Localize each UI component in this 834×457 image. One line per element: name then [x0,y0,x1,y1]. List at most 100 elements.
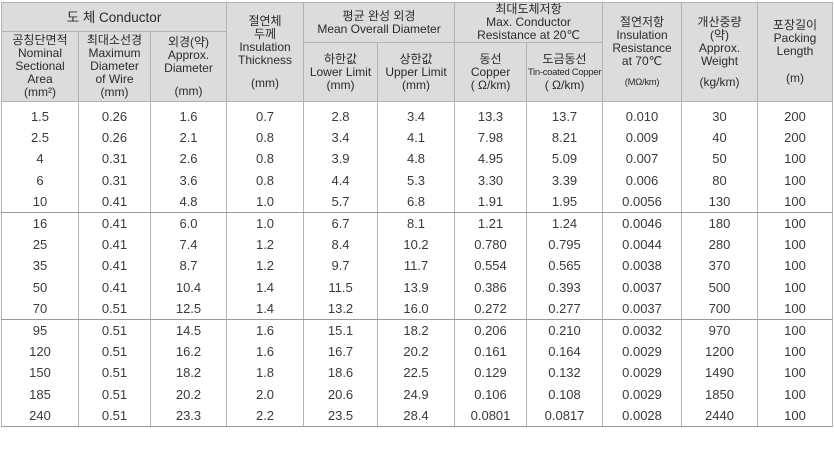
cell-packing-length: 100 [757,212,834,235]
table-row: 35 0.41 8.7 1.2 9.7 11.7 0.554 0.565 0.0038 370 10… [1,255,834,277]
cell-upper-limit: 5.3 [377,169,456,191]
cell-approx-dia: 4.8 [149,190,228,214]
cell-tin-copper-resistance: 0.277 [526,297,604,321]
table-row: 4 0.31 2.6 0.8 3.9 4.8 4.95 5.09 0.007 50 100 [1,148,834,170]
cell-tin-copper-resistance: 0.164 [526,341,604,363]
cell-approx-dia: 6.0 [149,212,228,235]
packing-length-header: 포장길이 Packing Length (m) [757,2,834,102]
cell-tin-copper-resistance: 8.21 [526,127,604,149]
packing-en-2: Length [776,44,814,58]
packing-unit: (m) [786,71,805,85]
cell-approx-weight: 1490 [681,362,759,384]
cell-copper-resistance: 1.21 [454,212,528,235]
cell-approx-dia: 2.6 [149,148,228,170]
cell-nominal-area: 1.5 [1,101,79,128]
lower-limit-unit: (mm) [326,77,355,92]
cell-lower-limit: 6.7 [303,212,379,235]
cell-lower-limit: 18.6 [303,362,379,384]
cell-packing-length: 100 [757,362,834,384]
upper-limit-header: 상한값 Upper Limit (mm) [377,42,456,102]
nominal-ko: 공칭단면적 [12,33,68,47]
insulation-en-2: Thickness [238,52,293,67]
weight-en-2: Weight [700,53,739,68]
cell-insulation-thickness: 1.4 [226,276,305,298]
cell-upper-limit: 20.2 [377,341,456,363]
cell-tin-copper-resistance: 5.09 [526,148,604,170]
cell-copper-resistance: 0.206 [454,319,528,342]
max-wire-en-1: Maximum [88,46,141,60]
cell-lower-limit: 8.4 [303,234,379,256]
weight-en-1: Approx. [698,40,741,55]
cell-max-wire-dia: 0.41 [78,190,151,214]
insulation-en-1: Insulation [239,39,291,54]
cell-insulation-thickness: 1.4 [226,297,305,321]
cell-approx-weight: 370 [681,255,759,277]
weight-unit: (kg/km) [699,74,740,89]
cell-tin-copper-resistance: 3.39 [526,169,604,191]
tin-copper-unit: ( Ω/km) [544,77,585,92]
cell-max-wire-dia: 0.26 [78,127,151,149]
cell-insulation-thickness: 1.6 [226,319,305,342]
cell-packing-length: 100 [757,190,834,214]
max-wire-unit: (mm) [100,85,129,99]
cell-max-wire-dia: 0.31 [78,148,151,170]
cell-insulation-resistance: 0.009 [602,127,683,149]
nominal-area-header: 공칭단면적 Nominal Sectional Area (mm²) [1,31,79,102]
copper-header: 동선 Copper ( Ω/km) [454,42,528,102]
cell-max-wire-dia: 0.41 [78,255,151,277]
nominal-en-3: Area [27,72,53,86]
cell-approx-dia: 1.6 [149,101,228,128]
max-conductor-resistance-header: 최대도체저항 Max. Conductor Resistance at 20℃ [454,2,604,43]
cell-lower-limit: 5.7 [303,190,379,214]
cell-upper-limit: 11.7 [377,255,456,277]
cell-nominal-area: 10 [1,190,79,214]
cell-upper-limit: 16.0 [377,297,456,321]
cell-approx-dia: 10.4 [149,276,228,298]
cell-insulation-thickness: 0.7 [226,101,305,128]
cell-lower-limit: 3.9 [303,148,379,170]
cell-lower-limit: 4.4 [303,169,379,191]
cell-insulation-resistance: 0.0046 [602,212,683,235]
table-header: 도 체 Conductor 절연체 두께 Insulation Thicknes… [0,2,834,102]
cell-insulation-thickness: 0.8 [226,169,305,191]
cell-nominal-area: 35 [1,255,79,277]
upper-limit-ko: 상한값 [399,51,433,66]
max-wire-en-2: Diameter [90,59,139,73]
cell-packing-length: 100 [757,276,834,298]
ins-resistance-en-3: at 70℃ [621,53,663,68]
cell-nominal-area: 4 [1,148,79,170]
cell-packing-length: 100 [757,404,834,428]
cell-tin-copper-resistance: 0.210 [526,319,604,342]
cell-approx-weight: 1850 [681,383,759,405]
cell-upper-limit: 24.9 [377,383,456,405]
cell-insulation-thickness: 1.0 [226,190,305,214]
cell-copper-resistance: 0.106 [454,383,528,405]
weight-ko-2: (약) [709,27,730,42]
cell-insulation-resistance: 0.0044 [602,234,683,256]
cell-approx-dia: 2.1 [149,127,228,149]
max-resistance-ko: 최대도체저항 [495,2,562,16]
packing-ko: 포장길이 [772,18,818,32]
cell-approx-dia: 16.2 [149,341,228,363]
cell-insulation-resistance: 0.006 [602,169,683,191]
cell-max-wire-dia: 0.41 [78,276,151,298]
cable-spec-table: 도 체 Conductor 절연체 두께 Insulation Thicknes… [0,2,834,428]
insulation-unit: (mm) [251,75,279,90]
table-row: 185 0.51 20.2 2.0 20.6 24.9 0.106 0.108 0.0029 18… [1,383,834,405]
table-body: 1.5 0.26 1.6 0.7 2.8 3.4 13.3 13.7 0.010 30 200 2.5… [1,101,834,428]
approx-dia-unit: (mm) [174,83,203,98]
cell-insulation-thickness: 0.8 [226,148,305,170]
cell-approx-weight: 30 [681,101,759,128]
max-resistance-en-2: Resistance at 20℃ [477,28,580,42]
cell-nominal-area: 240 [1,404,79,428]
cell-max-wire-dia: 0.51 [78,319,151,342]
mean-overall-diameter-header: 평균 완성 외경 Mean Overall Diameter [303,2,456,43]
mean-overall-ko: 평균 완성 외경 [342,8,416,23]
cell-upper-limit: 28.4 [377,404,456,428]
cell-max-wire-dia: 0.51 [78,404,151,428]
cell-packing-length: 100 [757,297,834,321]
cell-copper-resistance: 0.129 [454,362,528,384]
cell-insulation-thickness: 2.0 [226,383,305,405]
cell-max-wire-dia: 0.51 [78,383,151,405]
cell-insulation-thickness: 1.2 [226,255,305,277]
